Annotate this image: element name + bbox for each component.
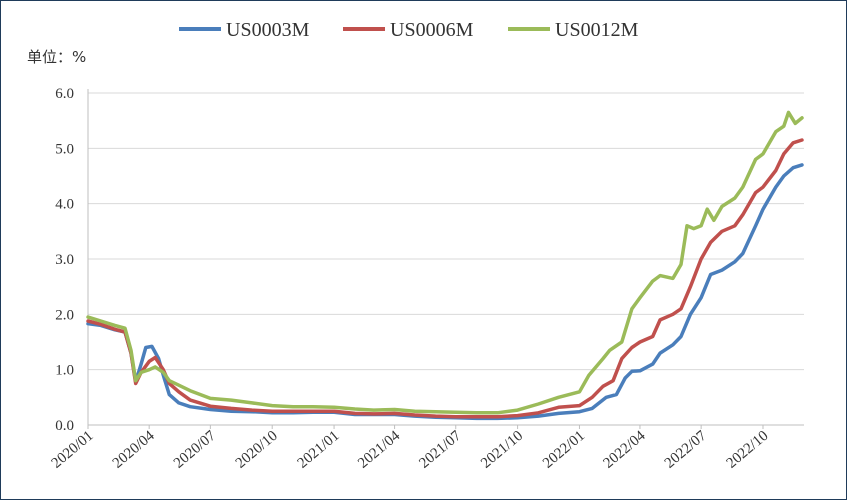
x-tick-label: 2020/04 — [110, 427, 158, 471]
axes — [87, 89, 804, 429]
x-tick-label: 2021/04 — [355, 427, 403, 471]
x-tick-label: 2020/01 — [49, 428, 97, 472]
x-tick-label: 2021/10 — [478, 428, 526, 472]
legend-label-us0003m: US0003M — [226, 19, 310, 41]
unit-label: 单位：% — [27, 48, 86, 66]
series-lines — [86, 110, 804, 421]
legend: US0003M US0006M US0012M — [179, 19, 639, 41]
y-tick-label: 3.0 — [55, 252, 74, 268]
x-tick-labels: 2020/01 2020/04 2020/07 2020/10 2021/01 2021/… — [49, 427, 772, 471]
x-tick-label: 2020/10 — [233, 428, 281, 472]
legend-label-us0006m: US0006M — [390, 19, 474, 41]
series-line-us0006m — [86, 138, 804, 419]
x-tick-label: 2022/01 — [540, 428, 588, 472]
legend-label-us0012m: US0012M — [555, 19, 639, 41]
y-tick-labels: 0.0 1.0 2.0 3.0 4.0 5.0 6.0 — [55, 86, 74, 434]
y-tick-label: 4.0 — [55, 197, 74, 213]
x-tick-label: 2021/01 — [295, 428, 343, 472]
y-tick-label: 6.0 — [55, 86, 74, 102]
y-tick-label: 5.0 — [55, 141, 74, 157]
x-tick-label: 2020/07 — [171, 427, 219, 471]
y-tick-label: 2.0 — [55, 307, 74, 323]
x-tick-label: 2021/07 — [416, 427, 464, 471]
grid-lines — [88, 92, 804, 371]
y-tick-label: 1.0 — [55, 363, 74, 379]
x-tick-label: 2022/10 — [724, 428, 772, 472]
x-tick-label: 2022/04 — [601, 427, 649, 471]
y-tick-label: 0.0 — [55, 418, 74, 434]
series-line-us0012m — [86, 110, 804, 415]
x-tick-label: 2022/07 — [662, 427, 710, 471]
series-line-us0003m — [86, 163, 804, 421]
